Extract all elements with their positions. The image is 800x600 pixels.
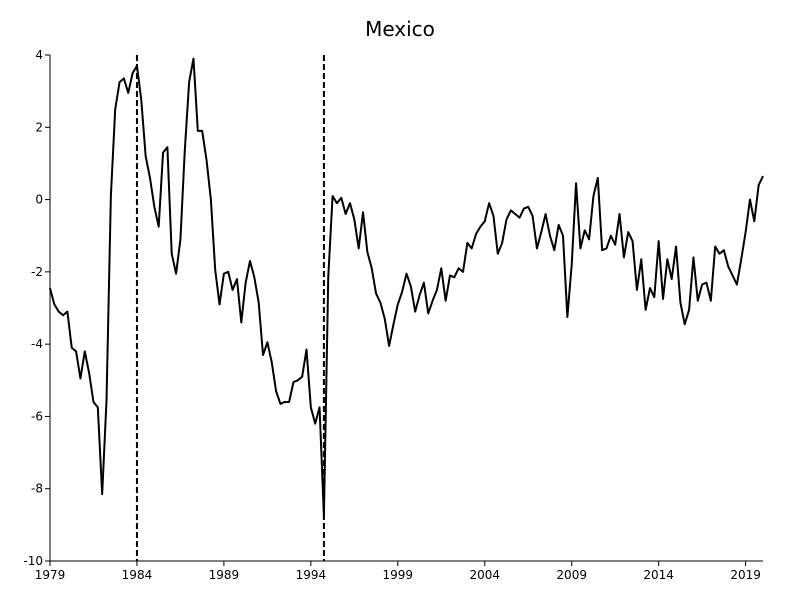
x-tick-label: 1984 xyxy=(122,568,153,582)
x-tick-label: 1994 xyxy=(296,568,327,582)
chart-title: Mexico xyxy=(365,17,435,41)
x-tick-label: 1999 xyxy=(383,568,414,582)
data-line xyxy=(49,57,764,517)
y-tick-label: -6 xyxy=(31,409,43,423)
x-tick-label: 2009 xyxy=(556,568,587,582)
x-tick-label: 2014 xyxy=(643,568,674,582)
y-tick-label: -8 xyxy=(31,482,43,496)
x-tick-label: 1979 xyxy=(35,568,66,582)
y-tick-label: -4 xyxy=(31,337,43,351)
y-tick-label: 4 xyxy=(35,48,43,62)
x-tick-label: 1989 xyxy=(209,568,240,582)
y-tick-label: -10 xyxy=(23,554,43,568)
x-tick-label: 2019 xyxy=(730,568,761,582)
y-tick-label: 0 xyxy=(35,193,43,207)
y-tick-label: 2 xyxy=(35,120,43,134)
x-tick-label: 2004 xyxy=(469,568,500,582)
y-tick-label: -2 xyxy=(31,265,43,279)
